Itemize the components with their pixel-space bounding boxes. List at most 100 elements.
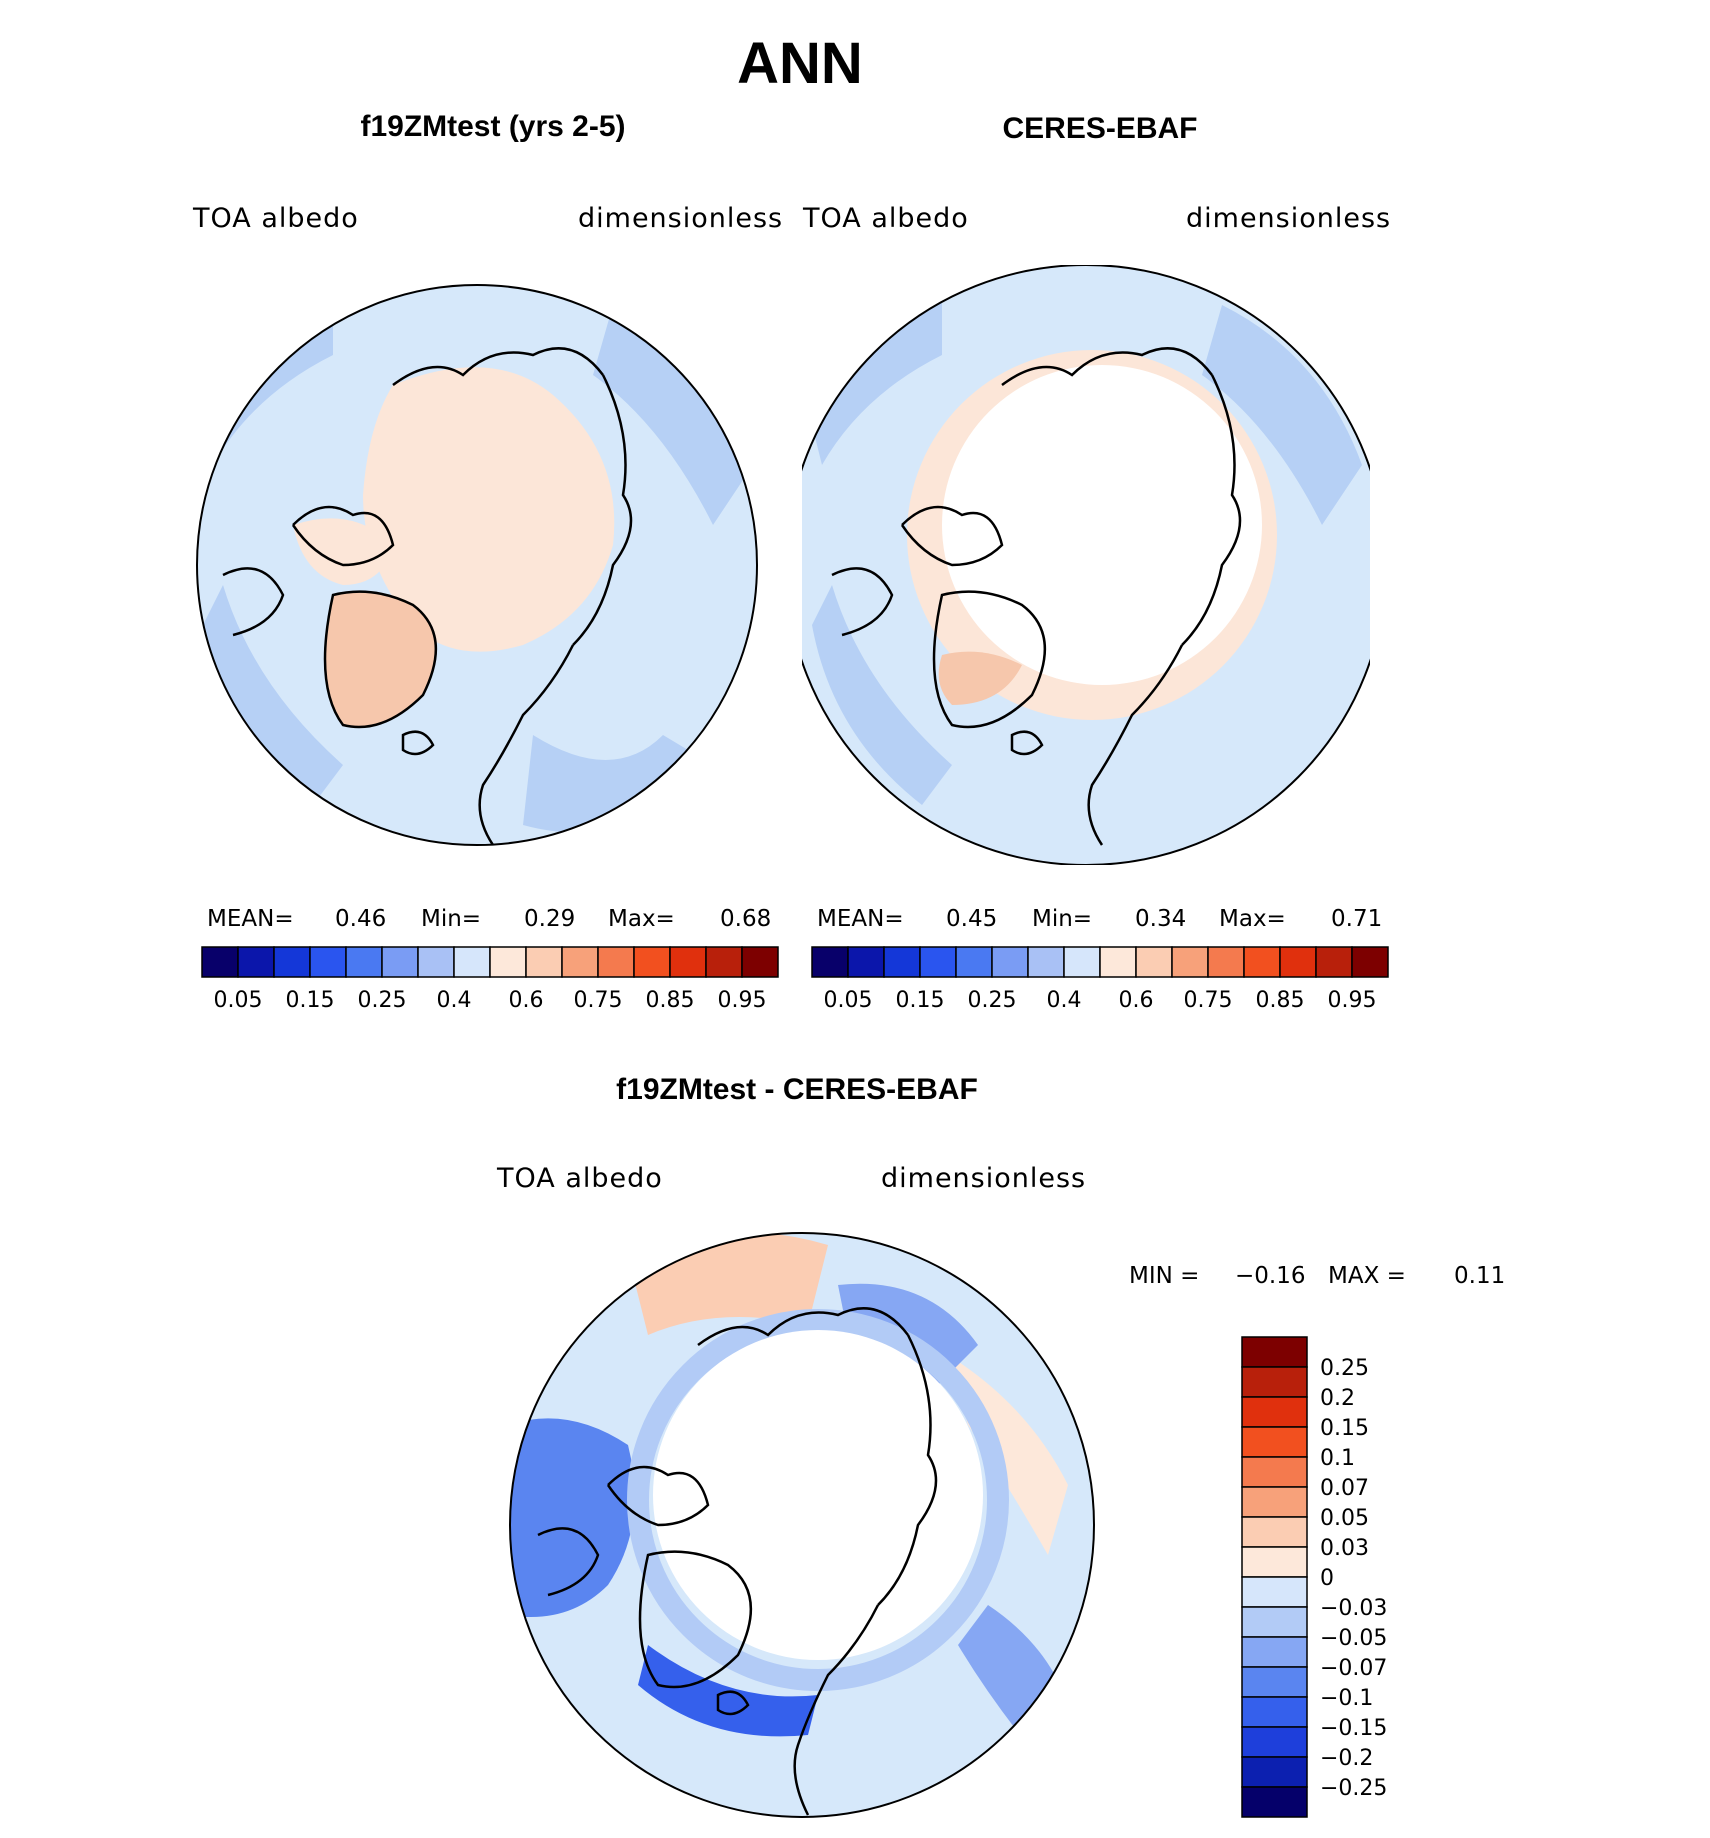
colorbar-box <box>669 946 707 978</box>
diff-min-label: MIN = <box>1129 1263 1200 1289</box>
coastline <box>831 567 894 637</box>
colorbar-tick-label: 0.25 <box>1320 1356 1369 1381</box>
colorbar-box <box>273 946 311 978</box>
colorbar-tick-label: 0.2 <box>1320 1386 1355 1411</box>
panel2-mean-label: MEAN= <box>817 906 904 932</box>
colorbar-tick-label: 0.05 <box>824 988 873 1013</box>
colorbar-box <box>1241 1576 1308 1608</box>
colorbar-box <box>1241 1726 1308 1758</box>
colorbar-box <box>1241 1426 1308 1458</box>
colorbar-box <box>1241 1366 1308 1398</box>
colorbar-box <box>1171 946 1209 978</box>
colorbar-tick-label: −0.15 <box>1320 1716 1387 1741</box>
colorbar-box <box>1241 1336 1308 1368</box>
colorbar-box <box>1241 1606 1308 1638</box>
panel1-min-label: Min= <box>421 906 482 932</box>
coastline <box>222 567 285 637</box>
diff-variable-label: TOA albedo <box>497 1163 663 1194</box>
colorbar-box <box>561 946 599 978</box>
colorbar-tick-label: 0.1 <box>1320 1446 1355 1471</box>
colorbar-box <box>1243 946 1281 978</box>
panel2-max-value: 0.71 <box>1331 906 1383 932</box>
greenland-coastline <box>638 1550 753 1689</box>
missing-data-cap <box>653 1330 983 1660</box>
colorbar-tick-label: −0.2 <box>1320 1746 1373 1771</box>
coastline <box>478 644 575 845</box>
coastline <box>1181 374 1242 646</box>
colorbar-box <box>1241 1636 1308 1668</box>
colorbar-box <box>453 946 491 978</box>
diff-max-label: MAX = <box>1328 1263 1406 1289</box>
figure-title: ANN <box>737 31 863 96</box>
diff-units-label: dimensionless <box>881 1163 1087 1194</box>
colorbar-box <box>1241 1756 1308 1788</box>
anomaly-ring <box>627 1309 1009 1691</box>
colorbar-tick-label: 0.4 <box>437 988 472 1013</box>
diff-min-value: −0.16 <box>1235 1263 1306 1289</box>
colorbar-box <box>1135 946 1173 978</box>
colorbar-tick-label: −0.1 <box>1320 1686 1373 1711</box>
colorbar-box <box>1315 946 1353 978</box>
colorbar-box <box>955 946 993 978</box>
colorbar-box <box>309 946 347 978</box>
colorbar-box <box>237 946 275 978</box>
coastline <box>1001 347 1213 387</box>
colorbar-tick-label: 0.03 <box>1320 1536 1369 1561</box>
coastline <box>900 505 1004 567</box>
panel1-mean-value: 0.46 <box>335 906 387 932</box>
diff-panel-title: f19ZMtest - CERES-EBAF <box>616 1073 978 1106</box>
colorbar-box <box>381 946 419 978</box>
colorbar-box <box>597 946 635 978</box>
archipelago-region <box>293 518 393 585</box>
coastline <box>793 1604 880 1816</box>
colorbar-box <box>1241 1546 1308 1578</box>
colorbar-tick-label: 0.95 <box>718 988 767 1013</box>
low-albedo-region <box>812 585 952 805</box>
colorbar-box <box>1351 946 1389 978</box>
colorbar-tick-label: 0.4 <box>1047 988 1082 1013</box>
colorbar-tick-label: 0.25 <box>358 988 407 1013</box>
negative-anomaly-region <box>510 1418 635 1617</box>
coastline <box>572 374 633 646</box>
diff-max-value: 0.11 <box>1454 1263 1506 1289</box>
coastline <box>877 1334 938 1606</box>
colorbar-box <box>633 946 671 978</box>
colorbar-box <box>705 946 743 978</box>
diff-colorbar: 0.25 0.2 0.15 0.1 0.07 0.05 0.03 0 −0.03 −0.05 −0.… <box>1241 1336 1387 1818</box>
colorbar-tick-label: 0.15 <box>286 988 335 1013</box>
map-border <box>196 284 758 846</box>
panel2-units-label: dimensionless <box>1186 203 1392 234</box>
panel2-variable-label: TOA albedo <box>803 203 969 234</box>
colorbar-box <box>1241 1396 1308 1428</box>
colorbar-box <box>991 946 1029 978</box>
panel1-units-label: dimensionless <box>578 203 784 234</box>
colorbar-box <box>489 946 527 978</box>
low-albedo-region <box>523 735 713 833</box>
low-albedo-region <box>203 585 343 805</box>
coastline <box>291 505 395 567</box>
iceland-coastline <box>1010 730 1044 756</box>
panel1-mean-label: MEAN= <box>207 906 294 932</box>
panel2-max-label: Max= <box>1219 906 1286 932</box>
coastline <box>697 1307 909 1347</box>
coastline <box>537 1527 600 1597</box>
colorbar-box <box>1241 1516 1308 1548</box>
greenland-coastline <box>323 590 438 729</box>
low-albedo-region <box>593 305 753 525</box>
colorbar-tick-label: −0.07 <box>1320 1656 1387 1681</box>
diff-polar-map <box>509 1232 1095 1818</box>
colorbar-box <box>1241 1666 1308 1698</box>
colorbar-tick-label: 0.75 <box>1184 988 1233 1013</box>
colorbar-box <box>417 946 455 978</box>
panel1-max-value: 0.68 <box>720 906 772 932</box>
colorbar-box <box>1099 946 1137 978</box>
panel1-variable-label: TOA albedo <box>193 203 359 234</box>
colorbar-box <box>1207 946 1245 978</box>
colorbar-tick-label: 0.85 <box>1256 988 1305 1013</box>
panel2-mean-value: 0.45 <box>946 906 998 932</box>
iceland-coastline <box>716 1690 750 1716</box>
low-albedo-region <box>802 295 942 465</box>
panel1-polar-map <box>196 284 758 846</box>
panel2-min-value: 0.34 <box>1135 906 1187 932</box>
colorbar-box <box>919 946 957 978</box>
